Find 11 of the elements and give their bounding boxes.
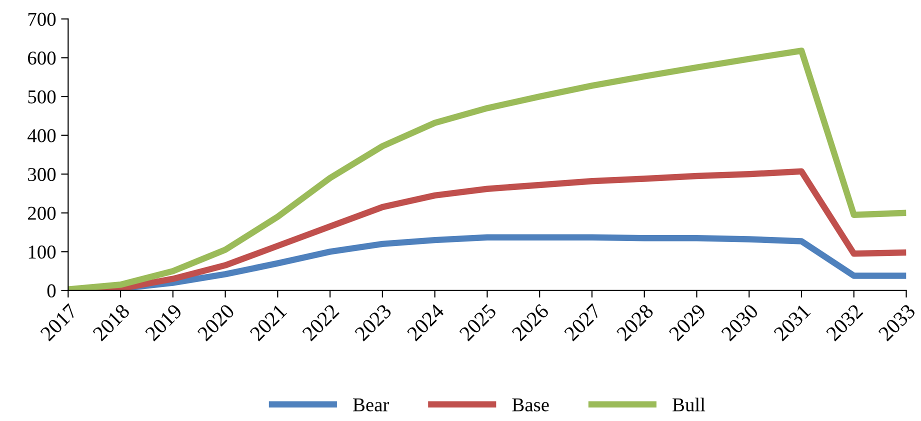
y-tick-label: 600 [28,52,56,65]
legend-label: Bull [672,398,706,412]
legend-label: Base [512,398,549,412]
y-tick-label: 400 [28,129,56,142]
y-tick-label: 200 [28,206,56,220]
y-tick-label: 100 [28,246,56,259]
y-tick-label: 0 [47,284,56,298]
y-tick-label: 500 [28,90,56,104]
y-tick-label: 300 [28,168,56,182]
legend-label: Bear [353,398,390,412]
y-tick-label: 700 [28,12,56,26]
